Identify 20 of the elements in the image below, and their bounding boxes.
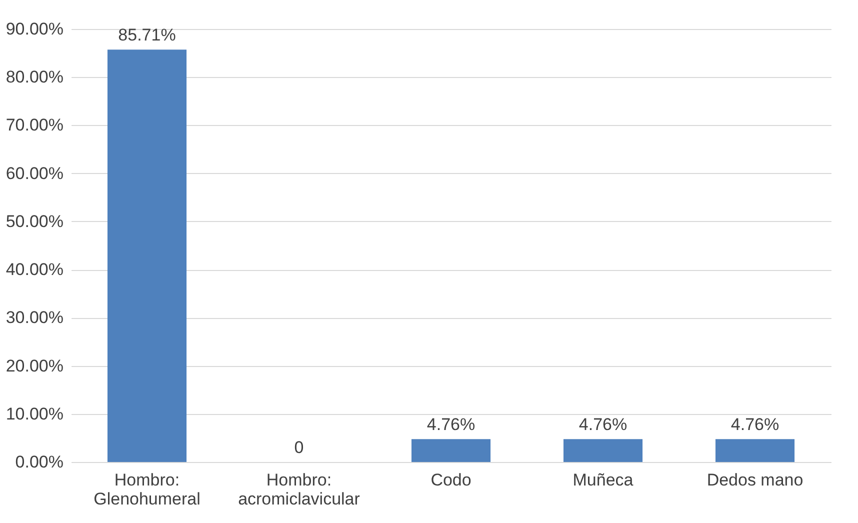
y-tick-label: 60.00% — [6, 164, 64, 183]
data-label: 4.76% — [730, 415, 780, 434]
data-label: 4.76% — [426, 415, 476, 434]
x-tick-label: Hombro: acromiclavicular — [238, 470, 360, 508]
x-tick-label: Dedos mano — [706, 470, 804, 490]
data-label: 4.76% — [578, 415, 628, 434]
y-tick-label: 0.00% — [15, 452, 64, 472]
data-label: 85.71% — [118, 26, 176, 45]
y-tick-label: 20.00% — [6, 356, 64, 376]
y-tick-label: 40.00% — [6, 260, 64, 280]
y-tick-label: 70.00% — [6, 116, 64, 135]
y-tick-label: 30.00% — [6, 308, 64, 328]
y-tick-label: 90.00% — [6, 20, 64, 38]
y-tick-label: 80.00% — [6, 68, 64, 87]
x-tick-label: Codo — [430, 470, 472, 490]
y-tick-label: 50.00% — [6, 212, 64, 231]
x-tick-label: Muñeca — [572, 470, 634, 490]
y-tick-label: 10.00% — [6, 404, 64, 424]
x-tick-label: Hombro: Glenohumeral — [94, 470, 200, 508]
data-label: 0 — [294, 438, 304, 457]
